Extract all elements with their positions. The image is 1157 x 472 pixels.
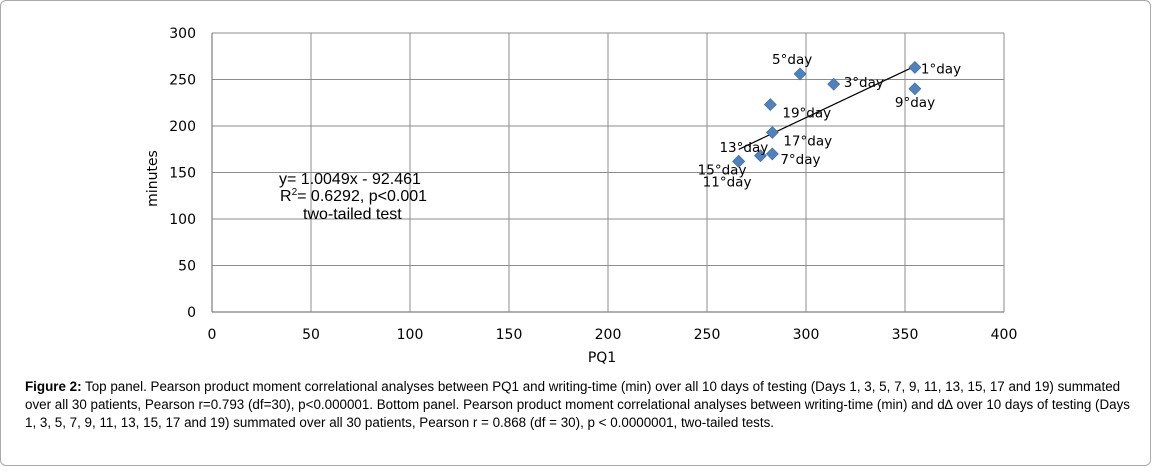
y-tick-label-2: 100: [169, 212, 196, 228]
data-point-7-day: [765, 147, 779, 161]
caption-label: Figure 2:: [25, 379, 82, 394]
y-tick-label-1: 50: [178, 259, 196, 275]
point-label-13-day: 13°day: [719, 140, 768, 156]
x-tick-label-8: 400: [991, 327, 1018, 343]
x-tick-label-3: 150: [496, 327, 523, 343]
x-tick-label-5: 250: [694, 327, 721, 343]
point-label-17-day: 17°day: [783, 134, 832, 150]
x-tick-label-2: 100: [397, 327, 424, 343]
data-point-5-day: [793, 67, 807, 81]
caption-text: Top panel. Pearson product moment correl…: [25, 379, 1130, 430]
point-label-7-day: 7°day: [780, 152, 820, 168]
x-tick-label-1: 50: [302, 327, 320, 343]
point-label-1-day: 1°day: [921, 61, 961, 77]
data-point-11-day: [732, 154, 746, 168]
x-tick-label-7: 350: [892, 327, 919, 343]
figure-caption: Figure 2: Top panel. Pearson product mom…: [25, 378, 1137, 432]
point-label-3-day: 3°day: [844, 75, 884, 91]
data-point-9-day: [908, 82, 922, 96]
x-tick-label-0: 0: [208, 327, 217, 343]
y-tick-label-6: 300: [169, 26, 196, 42]
data-point-13-day: [754, 149, 767, 163]
test-type-text: two-tailed test: [303, 206, 402, 223]
x-tick-labels: 0 50 100 150 200 250 300 350 400: [208, 327, 1018, 343]
y-tick-label-0: 0: [187, 305, 196, 321]
trendline-segment: [738, 64, 918, 150]
data-point-19-day: [763, 98, 777, 112]
point-label-9-day: 9°day: [895, 95, 935, 111]
r-squared-prefix: R: [280, 188, 292, 205]
point-label-5-day: 5°day: [772, 52, 812, 68]
point-label-11-day: 11°day: [703, 174, 752, 190]
x-tick-label-4: 200: [595, 327, 622, 343]
y-axis-title: minutes: [145, 150, 161, 207]
trendline: [738, 64, 918, 150]
r-squared-text: R2= 0.6292, p<0.001: [280, 187, 427, 205]
data-point-17-day: [765, 126, 779, 139]
point-label-19-day: 19°day: [782, 106, 831, 122]
scatter-chart: 0 50 100 150 200 250 300 350 400 0 50 100 150 200 250…: [145, 26, 1018, 366]
x-tick-label-6: 300: [793, 327, 820, 343]
y-tick-label-5: 250: [169, 73, 196, 89]
data-point-1-day: [908, 60, 922, 74]
y-tick-labels: 0 50 100 150 200 250 300: [169, 26, 196, 321]
data-points: [732, 60, 922, 168]
r-squared-value: = 0.6292, p<0.001: [297, 188, 427, 205]
y-tick-label-3: 150: [169, 166, 196, 182]
r-squared-superscript: 2: [292, 187, 298, 198]
y-tick-label-4: 200: [169, 119, 196, 135]
data-point-3-day: [827, 77, 841, 91]
axes: [211, 33, 1004, 313]
x-axis-title: PQ1: [588, 350, 616, 366]
equation-text: y= 1.0049x - 92.461: [279, 171, 421, 188]
point-label-15-day: 15°day: [698, 162, 747, 178]
regression-annotation: y= 1.0049x - 92.461 R2= 0.6292, p<0.001 …: [279, 171, 427, 223]
point-labels: 1°day 3°day 5°day 9°day 19°day 17°day 7°day 13°…: [698, 52, 961, 190]
